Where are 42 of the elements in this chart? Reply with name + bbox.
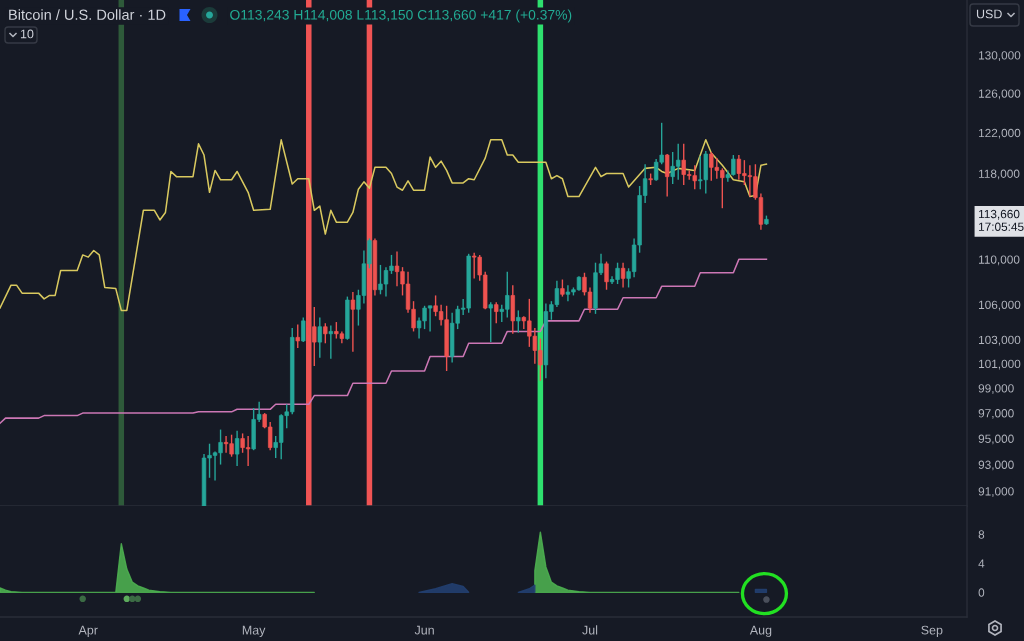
line-series: [0, 258, 768, 424]
y-tick-label: 130,000: [979, 51, 1021, 61]
y-tick-label: 110,000: [979, 255, 1020, 266]
y-tick-label: 93,000: [978, 460, 1014, 471]
y-tick-label: 113,660 17:05:45: [979, 209, 1024, 231]
candlestick: [665, 153, 670, 198]
candlestick: [234, 430, 240, 467]
candlestick: [328, 324, 333, 360]
y-tick-label: 99,000: [978, 384, 1014, 394]
y-tick-label: 0: [978, 588, 985, 597]
x-tick-label: Aug: [749, 625, 772, 637]
candlestick: [295, 323, 300, 349]
candlestick: [323, 322, 328, 344]
y-tick-label: 106,000: [979, 300, 1021, 311]
x-tick-label: Jun: [414, 625, 434, 635]
y-tick-label: 97,000: [978, 409, 1014, 419]
candlestick: [317, 316, 322, 359]
text: O113,243 H114,008 L113,150 C113,660 +417 (+0.37%): [230, 9, 572, 23]
candlestick: [604, 260, 609, 291]
y-tick-label: 118,000: [979, 169, 1020, 180]
y-tick-label: 103,000: [979, 335, 1021, 346]
x-tick-label: Jul: [582, 625, 598, 635]
candlestick: [620, 261, 626, 289]
candlestick: [516, 309, 521, 334]
candlestick: [494, 301, 499, 324]
y-tick-label: 8: [978, 530, 985, 539]
y-tick-label: 122,000: [979, 128, 1021, 139]
annotation: 10: [20, 29, 34, 39]
x-tick-label: Apr: [78, 625, 98, 637]
y-tick-label: 95,000: [978, 434, 1014, 445]
candlestick: [301, 316, 306, 343]
line-series: [0, 139, 768, 312]
y-tick-label: 91,000: [978, 487, 1014, 497]
x-tick-label: May: [242, 625, 266, 637]
chart-title: Bitcoin / U.S. Dollar · 1D: [9, 9, 166, 20]
x-tick-label: Sep: [921, 625, 943, 637]
candlestick: [488, 301, 493, 343]
y-tick-label: 126,000: [979, 89, 1021, 100]
y-tick-label: 101,000: [979, 359, 1021, 370]
y-tick-label: 4: [978, 559, 985, 568]
candlestick: [350, 291, 356, 353]
text: USD: [976, 9, 1002, 19]
